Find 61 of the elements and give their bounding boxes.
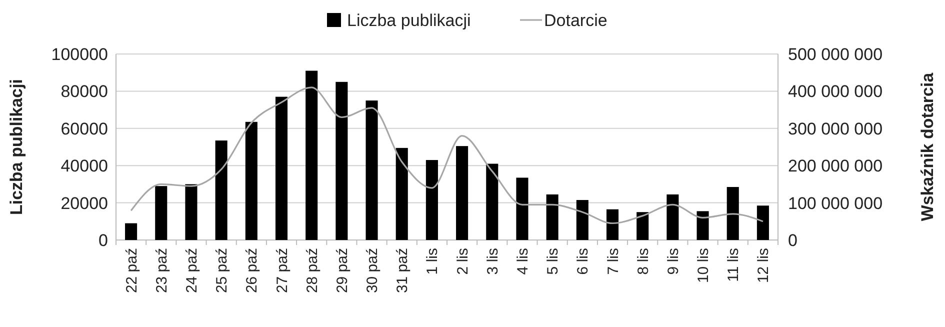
bar xyxy=(155,186,168,240)
bar xyxy=(366,100,378,240)
x-tick-label: 3 lis xyxy=(484,248,502,275)
bar xyxy=(576,200,588,240)
y2-tick-label: 400 000 000 xyxy=(788,82,883,102)
y2-tick-label: 300 000 000 xyxy=(788,119,883,138)
x-tick-label: 30 paź xyxy=(364,248,382,294)
y2-axis-title: Wskaźnik dotarcia xyxy=(918,72,937,222)
bar xyxy=(726,186,739,240)
bar xyxy=(245,122,258,240)
bar xyxy=(215,140,228,240)
y-tick-label: 20000 xyxy=(60,194,108,213)
x-tick-label: 1 lis xyxy=(424,248,442,275)
y-tick-label: 80000 xyxy=(60,82,108,102)
bar xyxy=(456,146,468,240)
x-tick-label: 2 lis xyxy=(454,248,472,275)
bar xyxy=(125,223,138,240)
x-tick-label: 22 paź xyxy=(123,248,140,294)
x-tick-label: 25 paź xyxy=(214,248,231,294)
bar xyxy=(516,178,528,240)
x-tick-label: 23 paź xyxy=(153,248,170,294)
x-tick-label: 27 paź xyxy=(274,248,291,294)
bar xyxy=(606,209,619,240)
legend-label: Dotarcie xyxy=(544,10,608,30)
y2-tick-label: 500 000 000 xyxy=(788,44,883,64)
x-tick-label: 10 lis xyxy=(695,248,712,284)
line-series xyxy=(130,86,764,224)
x-tick-label: 5 lis xyxy=(544,248,562,275)
bar xyxy=(396,148,408,240)
bar xyxy=(426,160,438,240)
x-tick-label: 28 paź xyxy=(304,248,321,294)
x-tick-label: 31 paź xyxy=(394,248,412,294)
x-tick-label: 9 lis xyxy=(664,248,682,275)
bar xyxy=(696,211,709,240)
y-axis-title: Liczba publikacji xyxy=(7,78,26,216)
legend-label: Liczba publikacji xyxy=(347,10,471,30)
y2-tick-label: 100 000 000 xyxy=(788,194,883,213)
x-tick-label: 8 lis xyxy=(634,248,652,275)
bar xyxy=(275,96,288,240)
bar xyxy=(306,70,318,240)
x-tick-label: 6 lis xyxy=(574,248,592,275)
bar xyxy=(546,194,558,240)
x-tick-label: 12 lis xyxy=(755,248,772,284)
x-tick-label: 26 paź xyxy=(244,248,261,294)
bar xyxy=(636,212,649,240)
x-tick-label: 24 paź xyxy=(183,248,200,294)
bar xyxy=(336,82,348,240)
bar xyxy=(666,194,679,240)
bar xyxy=(756,206,769,240)
x-tick-label: 7 lis xyxy=(604,248,622,275)
x-tick-label: 11 lis xyxy=(725,248,742,282)
y-tick-label: 0 xyxy=(98,230,108,250)
y-tick-label: 60000 xyxy=(60,119,108,138)
x-tick-label: 29 paź xyxy=(334,248,351,294)
y-tick-label: 100000 xyxy=(51,44,108,64)
y-tick-label: 40000 xyxy=(60,156,108,176)
x-tick-label: 4 lis xyxy=(514,248,532,275)
bar xyxy=(185,184,198,240)
bar xyxy=(486,164,498,240)
y2-tick-label: 200 000 000 xyxy=(788,156,883,176)
y2-tick-label: 0 xyxy=(788,230,798,250)
